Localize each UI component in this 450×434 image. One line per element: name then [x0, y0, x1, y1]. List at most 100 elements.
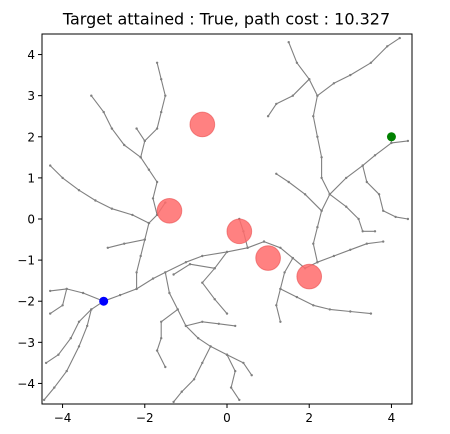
tree-node	[188, 263, 192, 266]
tree-node	[382, 209, 385, 212]
tree-node	[123, 242, 126, 245]
obstacle-3	[255, 245, 281, 271]
tree-node	[357, 217, 360, 221]
tree-node	[291, 94, 294, 97]
tree-node	[361, 164, 364, 167]
tree-node	[86, 324, 89, 328]
tree-node	[225, 353, 229, 356]
tree-node	[287, 180, 290, 184]
tree-node	[365, 180, 368, 184]
tree-node	[279, 246, 282, 249]
tree-node	[49, 312, 52, 315]
tree-node	[192, 378, 196, 381]
tree-node	[164, 94, 167, 97]
tree-branch-24	[317, 37, 401, 97]
obstacle-2	[226, 218, 253, 245]
tree-node	[349, 248, 352, 251]
tree-node	[345, 205, 348, 208]
tree-branch-25	[267, 78, 310, 117]
tree-node	[139, 254, 142, 258]
tree-node	[398, 36, 401, 40]
tree-node	[106, 246, 110, 249]
tree-node	[57, 353, 60, 356]
y-tick-label: −1	[17, 254, 35, 268]
tree-node	[349, 310, 352, 313]
tree-node	[225, 250, 229, 254]
tree-node	[61, 176, 64, 180]
tree-node	[44, 361, 48, 365]
tree-node	[234, 324, 237, 328]
tree-node	[110, 207, 114, 210]
tree-node	[275, 172, 278, 175]
tree-node	[250, 374, 253, 377]
start-marker	[99, 296, 109, 306]
tree-node	[164, 271, 167, 274]
tree-node	[135, 271, 138, 274]
tree-node	[197, 337, 200, 340]
tree-node	[77, 189, 81, 192]
tree-node	[328, 308, 331, 311]
tree-node	[155, 61, 159, 64]
plot-area	[42, 36, 410, 404]
tree-node	[406, 217, 410, 221]
tree-node	[262, 240, 266, 243]
tree-node	[217, 322, 220, 325]
x-tick-label: −2	[136, 411, 154, 425]
tree-node	[94, 199, 97, 202]
tree-node	[123, 143, 126, 147]
tree-node	[49, 164, 52, 167]
y-axis: −4 −3 −2 −1 0 1 2 3 4	[17, 48, 42, 391]
tree-node	[118, 293, 122, 297]
tree-node	[90, 94, 93, 97]
obstacle-4	[296, 263, 323, 290]
tree-node	[143, 238, 146, 241]
tree-node	[201, 254, 204, 258]
tree-node	[373, 154, 377, 157]
tree-node	[209, 345, 212, 348]
tree-node	[377, 193, 381, 196]
tree-node	[390, 141, 393, 145]
tree-branch-21	[312, 140, 408, 263]
tree-node	[386, 45, 389, 48]
tree-node	[382, 240, 385, 243]
tree-node	[102, 110, 105, 114]
chart-title: Target attained : True, path cost : 10.3…	[62, 10, 390, 29]
tree-node	[168, 291, 171, 295]
tree-node	[316, 261, 319, 264]
tree-node	[275, 102, 278, 106]
tree-node	[213, 267, 216, 270]
tree-branch-7	[45, 300, 105, 364]
tree-branch-14	[226, 354, 240, 401]
tree-node	[345, 176, 348, 180]
tree-branch-0	[103, 241, 265, 302]
tree-node	[312, 242, 315, 245]
tree-node	[332, 82, 336, 85]
tree-node	[160, 337, 163, 340]
tree-node	[369, 61, 373, 64]
x-tick-label: −4	[54, 411, 72, 425]
tree-branch-22	[275, 173, 322, 212]
tree-node	[229, 386, 233, 389]
tree-node	[155, 180, 159, 184]
tree-node	[201, 361, 204, 365]
y-tick-label: −2	[17, 295, 35, 309]
tree-node	[312, 115, 315, 118]
tree-node	[320, 209, 323, 212]
tree-node	[155, 127, 159, 130]
tree-node	[151, 197, 155, 200]
tree-node	[164, 365, 167, 369]
tree-node	[65, 287, 68, 291]
tree-node	[320, 156, 323, 159]
tree-node	[279, 320, 282, 323]
tree-node	[406, 139, 410, 143]
tree-node	[295, 295, 299, 299]
tree-node	[316, 135, 319, 138]
y-tick-label: 3	[27, 89, 35, 103]
y-tick-label: 1	[27, 171, 35, 185]
tree-node	[312, 304, 315, 307]
tree-node	[201, 320, 204, 323]
tree-node	[287, 41, 290, 44]
rrt-tree	[42, 36, 410, 404]
tree-node	[213, 298, 216, 301]
